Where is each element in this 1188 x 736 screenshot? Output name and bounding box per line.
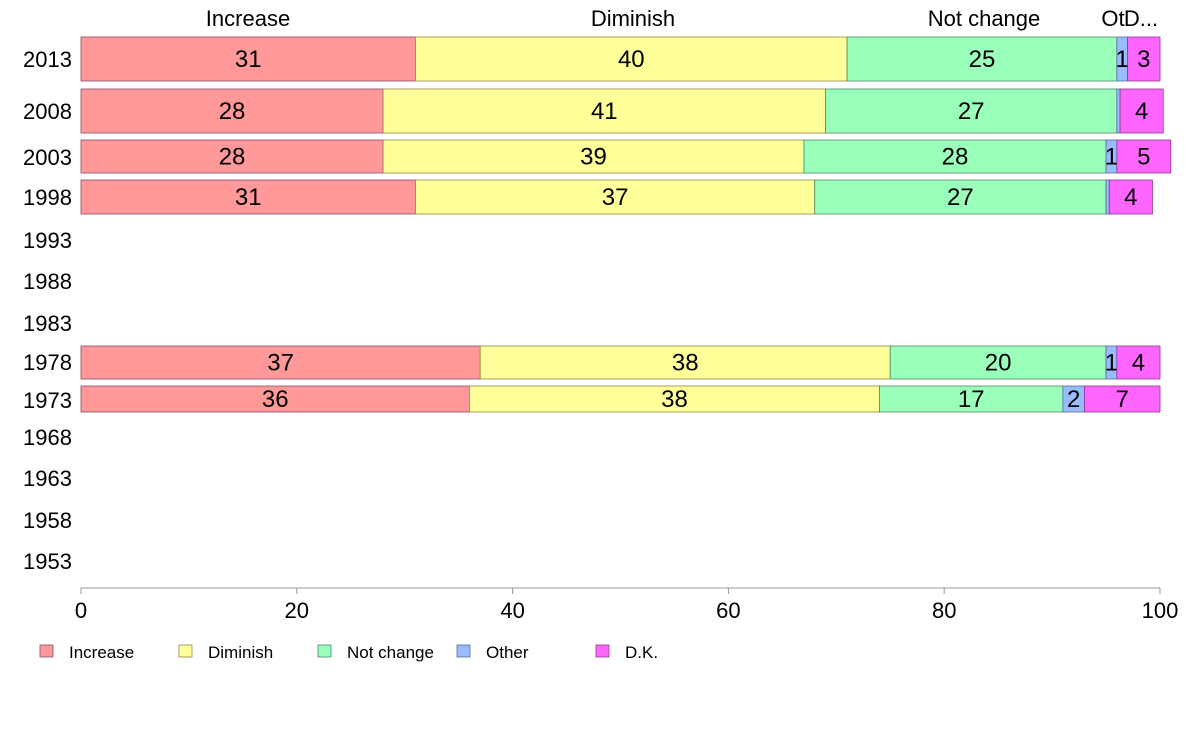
category-label-1983: 1983 [23, 311, 72, 336]
bar-1973-diminish [469, 385, 880, 413]
bar-1998-other [1105, 179, 1110, 215]
data-label-1978-4: 4 [1132, 350, 1145, 377]
data-label-2013-2: 25 [969, 46, 996, 73]
legend-swatch-4 [595, 644, 610, 658]
category-label-1963: 1963 [23, 466, 72, 491]
category-label-2008: 2008 [23, 99, 72, 124]
x-tick-label-40: 40 [500, 598, 524, 623]
bar-2003-not-change [803, 139, 1107, 174]
bar-2013-diminish [415, 36, 848, 82]
data-label-1978-0: 37 [267, 350, 294, 377]
bar-2003-increase [80, 139, 384, 174]
column-header-0: Increase [206, 6, 290, 31]
data-label-1973-4: 7 [1116, 386, 1129, 413]
x-tick-label-80: 80 [932, 598, 956, 623]
bar-1978-not-change [889, 345, 1107, 380]
x-axis: 0 20 40 60 80 100 [75, 587, 1179, 623]
column-header-1: Diminish [591, 6, 675, 31]
category-label-2013: 2013 [23, 47, 72, 72]
legend-label-1: Diminish [208, 643, 273, 662]
bar-1998-increase [80, 179, 416, 215]
data-label-2003-2: 28 [942, 144, 969, 171]
data-label-2003-4: 5 [1137, 144, 1150, 171]
bar-2003-diminish [382, 139, 805, 174]
data-label-1973-3: 2 [1067, 386, 1080, 413]
x-tick-label-0: 0 [75, 598, 87, 623]
bar-1998-diminish [415, 179, 816, 215]
bar-2013-not-change [846, 36, 1118, 82]
bar-1978-diminish [479, 345, 891, 380]
bar-2013-increase [80, 36, 416, 82]
legend-swatch-3 [456, 644, 471, 658]
category-label-1993: 1993 [23, 228, 72, 253]
bar-1998-d-k- [1108, 179, 1153, 215]
data-label-1978-2: 20 [985, 350, 1012, 377]
legend-label-2: Not change [347, 643, 434, 662]
data-label-2013-1: 40 [618, 46, 645, 73]
data-label-1973-1: 38 [661, 386, 688, 413]
bar-1973-not-change [879, 385, 1064, 413]
category-label-1978: 1978 [23, 350, 72, 375]
category-label-1973: 1973 [23, 388, 72, 413]
category-label-1958: 1958 [23, 508, 72, 533]
legend-label-4: D.K. [625, 643, 658, 662]
category-label-2003: 2003 [23, 145, 72, 170]
bar-2008-other [1116, 88, 1121, 134]
legend-swatch-0 [39, 644, 54, 658]
bar-2008-not-change [825, 88, 1118, 134]
x-tick-label-20: 20 [285, 598, 309, 623]
column-header-4: D... [1124, 6, 1158, 31]
bar-1973-increase [80, 385, 470, 413]
x-tick-label-60: 60 [716, 598, 740, 623]
legend-swatch-2 [317, 644, 332, 658]
data-label-2003-3: 1 [1105, 144, 1118, 171]
bar-1978-d-k- [1116, 345, 1161, 380]
data-label-1998-1: 37 [602, 184, 629, 211]
data-label-2008-4: 4 [1135, 98, 1148, 125]
bar-2008-diminish [382, 88, 826, 134]
category-label-1968: 1968 [23, 425, 72, 450]
category-labels: 2013 2008 2003 1998 1993 1988 1983 1978 1973 1968… [23, 47, 72, 574]
category-label-1998: 1998 [23, 185, 72, 210]
bar-1998-not-change [814, 179, 1107, 215]
bar-1973-d-k- [1084, 385, 1161, 413]
column-headers: Increase Diminish Not change Ot D... [206, 6, 1158, 31]
legend: Increase Diminish Not change Other D.K. [39, 643, 658, 662]
x-tick-label-100: 100 [1142, 598, 1179, 623]
legend-label-3: Other [486, 643, 529, 662]
data-label-2013-4: 3 [1137, 46, 1150, 73]
bar-1978-increase [80, 345, 481, 380]
data-label-1973-2: 17 [958, 386, 985, 413]
data-label-2008-1: 41 [591, 98, 618, 125]
bar-2008-d-k- [1119, 88, 1164, 134]
data-label-1978-1: 38 [672, 350, 699, 377]
data-label-2003-0: 28 [219, 144, 246, 171]
data-label-1998-2: 27 [947, 184, 974, 211]
data-label-2013-3: 1 [1116, 46, 1129, 73]
data-label-2003-1: 39 [580, 144, 607, 171]
data-label-1998-0: 31 [235, 184, 262, 211]
data-label-1998-4: 4 [1124, 184, 1137, 211]
bars-layer: 31 40 25 1 328 41 27 428 39 28 1 531 37 27 437 38 20 1 436… [80, 36, 1172, 413]
bar-2008-increase [80, 88, 384, 134]
bar-2003-d-k- [1116, 139, 1172, 174]
legend-label-0: Increase [69, 643, 134, 662]
legend-swatch-1 [178, 644, 193, 658]
column-header-3: Ot [1101, 6, 1124, 31]
data-label-2013-0: 31 [235, 46, 262, 73]
data-label-1978-3: 1 [1105, 350, 1118, 377]
data-label-2008-2: 27 [958, 98, 985, 125]
bar-2013-d-k- [1127, 36, 1161, 82]
column-header-2: Not change [928, 6, 1041, 31]
category-label-1953: 1953 [23, 549, 72, 574]
data-label-2008-0: 28 [219, 98, 246, 125]
data-label-1973-0: 36 [262, 386, 289, 413]
category-label-1988: 1988 [23, 269, 72, 294]
